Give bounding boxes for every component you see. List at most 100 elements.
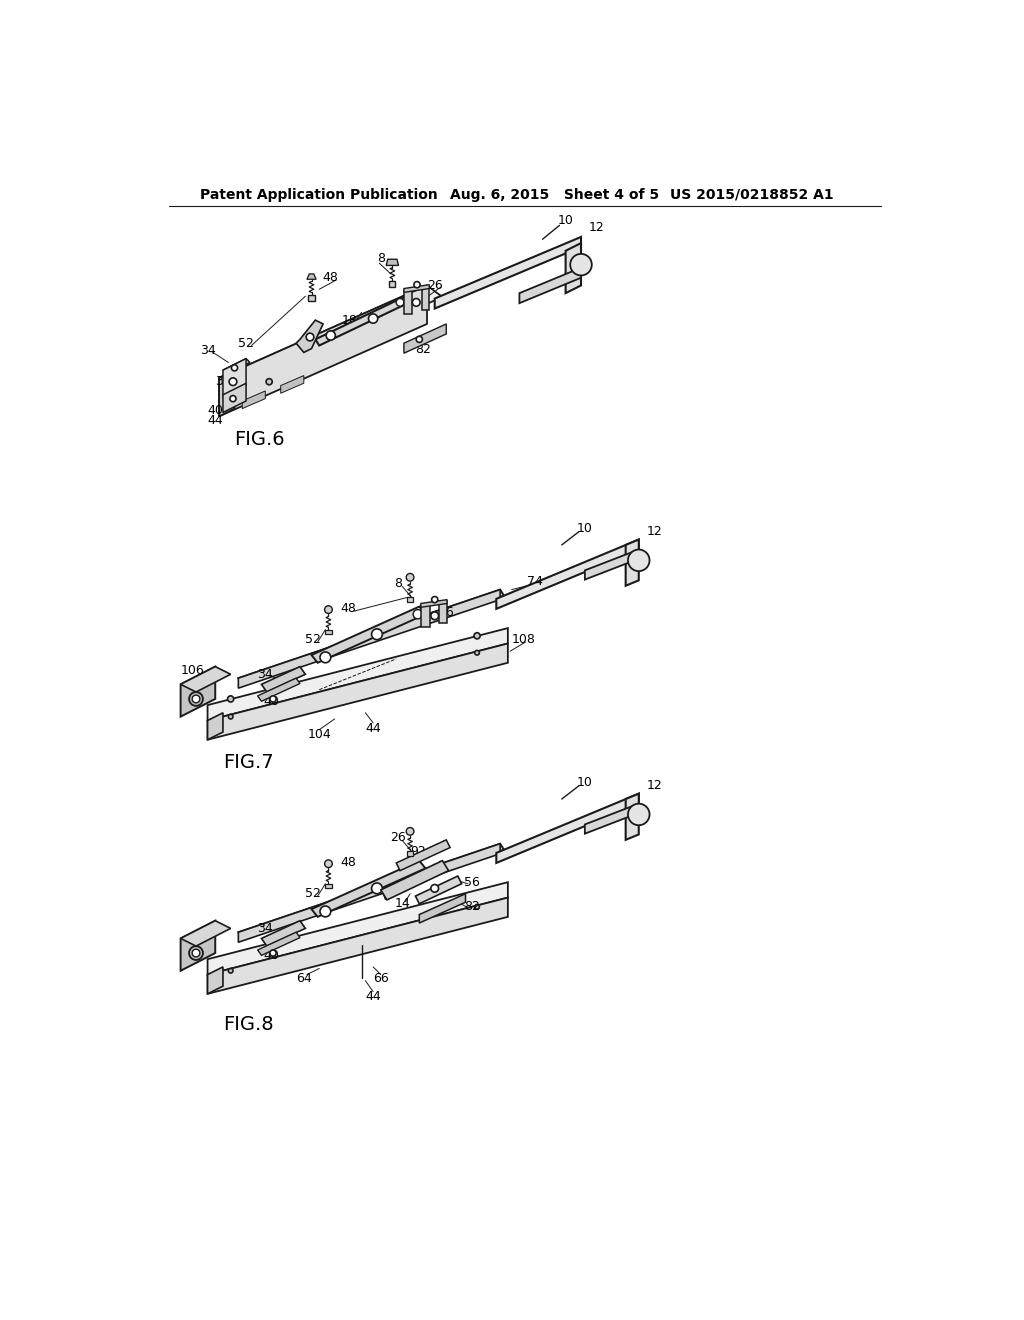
Text: 34: 34 xyxy=(257,921,273,935)
Polygon shape xyxy=(208,966,223,994)
Text: 34: 34 xyxy=(215,375,230,388)
Polygon shape xyxy=(519,268,581,304)
Polygon shape xyxy=(326,630,332,635)
Text: 92: 92 xyxy=(410,845,426,858)
Text: 26: 26 xyxy=(427,279,442,292)
Circle shape xyxy=(229,378,237,385)
Text: 56: 56 xyxy=(464,875,479,888)
Polygon shape xyxy=(311,861,425,917)
Polygon shape xyxy=(311,607,425,663)
Polygon shape xyxy=(261,921,305,946)
Polygon shape xyxy=(421,599,447,607)
Circle shape xyxy=(228,714,233,719)
Circle shape xyxy=(369,314,378,323)
Polygon shape xyxy=(258,932,300,956)
Circle shape xyxy=(475,904,479,909)
Polygon shape xyxy=(407,851,413,857)
Circle shape xyxy=(325,606,333,614)
Text: FIG.6: FIG.6 xyxy=(234,430,285,449)
Circle shape xyxy=(413,298,420,306)
Text: Patent Application Publication: Patent Application Publication xyxy=(200,187,437,202)
Circle shape xyxy=(234,393,243,401)
Text: FIG.7: FIG.7 xyxy=(223,754,273,772)
Text: Aug. 6, 2015   Sheet 4 of 5: Aug. 6, 2015 Sheet 4 of 5 xyxy=(451,187,659,202)
Text: FIG.8: FIG.8 xyxy=(223,1015,273,1034)
Text: 26: 26 xyxy=(438,606,454,619)
Polygon shape xyxy=(219,285,442,389)
Circle shape xyxy=(325,859,333,867)
Polygon shape xyxy=(389,281,395,286)
Polygon shape xyxy=(208,644,508,739)
Circle shape xyxy=(189,692,203,706)
Text: 10: 10 xyxy=(577,776,593,788)
Text: 104: 104 xyxy=(307,727,331,741)
Polygon shape xyxy=(223,383,246,412)
Circle shape xyxy=(227,696,233,702)
Polygon shape xyxy=(307,275,316,280)
Circle shape xyxy=(326,331,336,341)
Text: US 2015/0218852 A1: US 2015/0218852 A1 xyxy=(670,187,834,202)
Circle shape xyxy=(396,298,403,306)
Polygon shape xyxy=(180,921,215,970)
Text: 48: 48 xyxy=(323,271,339,284)
Text: 82: 82 xyxy=(464,900,479,913)
Polygon shape xyxy=(403,285,429,293)
Text: 34: 34 xyxy=(200,345,215,358)
Polygon shape xyxy=(585,804,639,834)
Polygon shape xyxy=(315,297,408,346)
Text: 8: 8 xyxy=(394,577,401,590)
Circle shape xyxy=(407,573,414,581)
Text: 12: 12 xyxy=(589,222,604,234)
Polygon shape xyxy=(386,259,398,265)
Circle shape xyxy=(306,333,313,341)
Polygon shape xyxy=(180,667,215,717)
Text: 40: 40 xyxy=(207,404,223,417)
Circle shape xyxy=(432,597,438,603)
Text: 52: 52 xyxy=(305,887,321,900)
Circle shape xyxy=(431,612,438,619)
Circle shape xyxy=(266,379,272,385)
Text: 44: 44 xyxy=(366,990,381,1003)
Circle shape xyxy=(372,883,382,894)
Circle shape xyxy=(413,610,422,619)
Circle shape xyxy=(230,396,237,401)
Circle shape xyxy=(270,696,276,702)
Circle shape xyxy=(372,628,382,640)
Polygon shape xyxy=(296,321,323,352)
Text: 108: 108 xyxy=(511,634,536,647)
Circle shape xyxy=(628,549,649,572)
Text: 44: 44 xyxy=(208,413,223,426)
Text: 12: 12 xyxy=(646,779,663,792)
Text: 44: 44 xyxy=(366,722,381,735)
Polygon shape xyxy=(208,898,508,994)
Polygon shape xyxy=(208,882,508,974)
Text: 106: 106 xyxy=(180,664,204,677)
Polygon shape xyxy=(180,667,230,692)
Circle shape xyxy=(193,949,200,957)
Polygon shape xyxy=(497,793,639,863)
Polygon shape xyxy=(585,549,639,579)
Text: 64: 64 xyxy=(296,972,311,985)
Polygon shape xyxy=(565,243,581,293)
Polygon shape xyxy=(626,793,639,840)
Polygon shape xyxy=(403,323,446,354)
Text: 48: 48 xyxy=(341,857,356,870)
Text: 18: 18 xyxy=(342,314,358,326)
Polygon shape xyxy=(208,628,508,721)
Circle shape xyxy=(570,253,592,276)
Text: 18: 18 xyxy=(366,630,381,643)
Polygon shape xyxy=(239,590,500,688)
Text: 82: 82 xyxy=(415,343,431,356)
Polygon shape xyxy=(239,590,504,684)
Polygon shape xyxy=(219,285,427,416)
Polygon shape xyxy=(419,894,466,923)
Polygon shape xyxy=(381,861,449,900)
Text: 40: 40 xyxy=(263,694,280,708)
Polygon shape xyxy=(396,840,451,871)
Text: 10: 10 xyxy=(577,521,593,535)
Polygon shape xyxy=(422,286,429,310)
Polygon shape xyxy=(439,601,447,623)
Text: 26: 26 xyxy=(390,832,406,843)
Polygon shape xyxy=(239,843,500,942)
Circle shape xyxy=(231,364,238,371)
